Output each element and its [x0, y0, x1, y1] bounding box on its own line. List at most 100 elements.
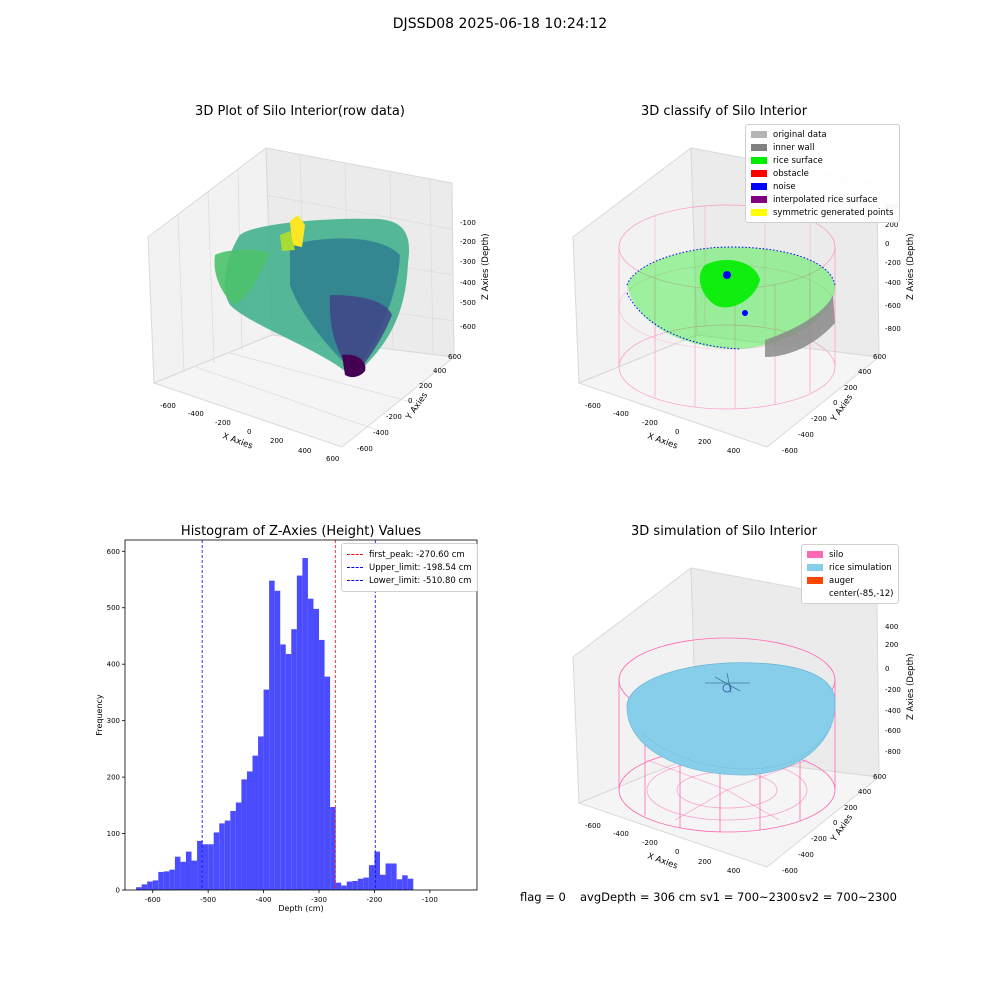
panel2-tick-labels: 400 200 0 -200 -400 -600 -800 -600 -400 …: [585, 203, 901, 455]
panel1-point-cloud: [214, 215, 410, 378]
panel1-xticklabel: 0: [247, 428, 251, 436]
panel2-yticklabel: 200: [844, 384, 857, 392]
y-tick-label: 0: [116, 887, 120, 895]
panel1-ylabel: Y Axies: [404, 390, 431, 422]
histogram-bar: [407, 878, 414, 890]
legend-swatch: [807, 551, 823, 558]
legend-item-rice-surface: rice surface: [751, 154, 894, 167]
panel2-yticklabel: 0: [833, 399, 837, 407]
figure-title: DJSSD08 2025-06-18 10:24:12: [392, 16, 608, 32]
panel3-ylabel: Frequency: [95, 694, 104, 736]
panel4-zticklabel: -200: [885, 686, 901, 694]
panel1-xticklabel: 400: [298, 447, 311, 455]
panel1-tick-labels: -100 -200 -300 -400 -500 -600 -600 -400 …: [160, 219, 476, 463]
y-tick-label: 300: [107, 717, 120, 725]
y-tick-label: 200: [107, 774, 120, 782]
panel2-xticklabel: 200: [698, 438, 711, 446]
histogram-bar: [213, 832, 220, 890]
histogram-bar: [163, 871, 170, 890]
histogram-bar: [141, 884, 148, 890]
histogram-bar: [274, 590, 281, 890]
panel1-zticklabel: -200: [460, 238, 476, 246]
histogram-bar: [219, 823, 225, 890]
histogram-bar: [352, 880, 358, 890]
histogram-y-ticks: 0 100 200 300 400 500 600: [107, 548, 125, 895]
histogram-bar: [319, 639, 325, 890]
legend-item-lower-limit: Lower_limit: -510.80 cm: [347, 574, 472, 587]
panel4-xticklabel: 200: [698, 858, 711, 866]
status-flag: flag = 0: [520, 890, 566, 904]
legend-swatch: [751, 209, 767, 216]
panel4-zticklabel: 0: [885, 665, 889, 673]
legend-label: inner wall: [773, 142, 815, 153]
legend-item-upper-limit: Upper_limit: -198.54 cm: [347, 561, 472, 574]
histogram-bar: [402, 875, 408, 890]
y-tick-label: 400: [107, 661, 120, 669]
histogram-bar: [169, 869, 175, 890]
panel4-legend: silo rice simulation auger center(-85,-1…: [801, 544, 900, 604]
panel4-zticklabel: 200: [885, 641, 898, 649]
histogram-bar: [258, 736, 264, 890]
panel4-zticklabel: 400: [885, 623, 898, 631]
x-tick-label: -400: [256, 896, 272, 904]
legend-swatch: [807, 590, 823, 597]
panel1-yticklabel: 400: [433, 367, 446, 375]
histogram-bar: [180, 861, 186, 890]
panel1-zticklabel: -100: [460, 219, 476, 227]
panel2-ylabel: Y Axies: [829, 392, 856, 424]
histogram-bar: [302, 558, 308, 890]
histogram-bar: [174, 856, 181, 890]
legend-label: noise: [773, 181, 796, 192]
panel2-zlabel: Z Axies (Depth): [906, 233, 916, 300]
panel2-zticklabel: -200: [885, 259, 901, 267]
panel4-yticklabel: -400: [798, 851, 814, 859]
legend-item-rice-simulation: rice simulation: [807, 561, 893, 574]
histogram-bar: [152, 880, 159, 890]
panel1-xticklabel: 600: [326, 455, 339, 463]
histogram-bar: [385, 863, 392, 890]
legend-item-noise: noise: [751, 180, 894, 193]
panel2-yticklabel: 600: [873, 353, 886, 361]
status-sv2: sv2 = 700~2300: [799, 890, 897, 904]
histogram-bar: [158, 871, 164, 890]
panel3-title: Histogram of Z-Axies (Height) Values: [180, 524, 422, 539]
histogram-bar: [379, 874, 386, 890]
panel4-rice-simulation: [626, 662, 836, 776]
panel4-zticklabel: -400: [885, 707, 901, 715]
histogram-bar: [285, 654, 292, 890]
legend-label: auger: [829, 575, 854, 586]
histogram-bar: [391, 863, 397, 890]
panel4-ylabel: Y Axies: [829, 812, 856, 844]
histogram-frame: [124, 539, 478, 891]
panel4-tick-labels: 400 200 0 -200 -400 -600 -800 -600 -400 …: [585, 623, 901, 875]
legend-item-silo: silo: [807, 548, 893, 561]
histogram-bar: [263, 689, 270, 890]
y-tick-label: 100: [107, 830, 120, 838]
panel4-xticklabel: -200: [642, 839, 658, 847]
panel2-yticklabel: -400: [798, 431, 814, 439]
panel2-xticklabel: 400: [727, 447, 740, 455]
legend-swatch: [751, 144, 767, 151]
histogram-bar: [136, 887, 142, 890]
histogram-bar: [374, 851, 380, 890]
panel2-yticklabel: -200: [811, 415, 827, 423]
panel1-xticklabel: -600: [160, 402, 176, 410]
legend-item-first-peak: first_peak: -270.60 cm: [347, 548, 472, 561]
histogram-bar: [363, 877, 369, 890]
x-tick-label: -300: [311, 896, 327, 904]
panel2-xticklabel: -200: [642, 419, 658, 427]
panel1-xticklabel: 200: [270, 437, 283, 445]
histogram-bar: [230, 810, 236, 890]
histogram-bar: [368, 865, 375, 890]
legend-swatch: [751, 170, 767, 177]
legend-item-auger: auger: [807, 574, 893, 587]
legend-label: silo: [829, 549, 844, 560]
histogram-bar: [269, 580, 275, 890]
histogram-bar: [224, 820, 231, 890]
panel1-3d-plot: -100 -200 -300 -400 -500 -600 -600 -400 …: [147, 147, 491, 463]
x-tick-label: -500: [200, 896, 216, 904]
legend-line: [347, 580, 363, 581]
panel2-zticklabel: -400: [885, 279, 901, 287]
histogram-bar: [197, 840, 203, 890]
histogram-reference-lines: [201, 540, 376, 890]
